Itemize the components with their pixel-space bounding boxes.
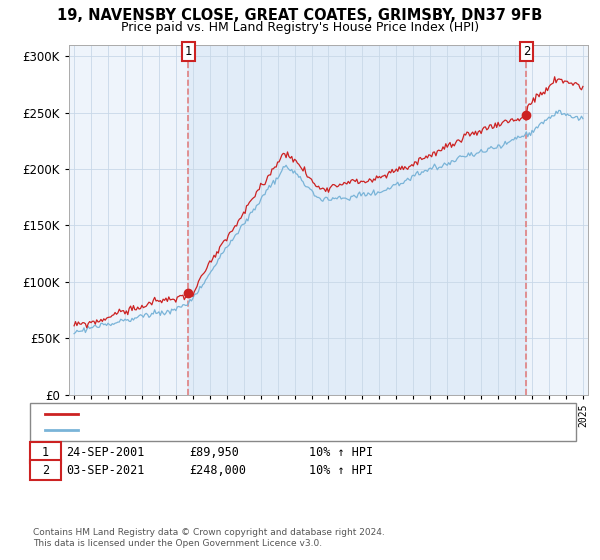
Text: HPI: Average price, detached house, North East Lincolnshire: HPI: Average price, detached house, Nort… xyxy=(84,425,413,435)
Text: Price paid vs. HM Land Registry's House Price Index (HPI): Price paid vs. HM Land Registry's House … xyxy=(121,21,479,34)
Text: 1: 1 xyxy=(184,45,192,58)
Text: 10% ↑ HPI: 10% ↑ HPI xyxy=(309,464,373,477)
Text: £89,950: £89,950 xyxy=(189,446,239,459)
Text: 2: 2 xyxy=(523,45,530,58)
Text: 24-SEP-2001: 24-SEP-2001 xyxy=(66,446,145,459)
Text: 19, NAVENSBY CLOSE, GREAT COATES, GRIMSBY, DN37 9FB: 19, NAVENSBY CLOSE, GREAT COATES, GRIMSB… xyxy=(58,8,542,24)
Text: 1: 1 xyxy=(42,446,49,459)
Text: 2: 2 xyxy=(42,464,49,477)
Text: 03-SEP-2021: 03-SEP-2021 xyxy=(66,464,145,477)
Text: Contains HM Land Registry data © Crown copyright and database right 2024.
This d: Contains HM Land Registry data © Crown c… xyxy=(33,528,385,548)
Text: 19, NAVENSBY CLOSE, GREAT COATES, GRIMSBY, DN37 9FB (detached house): 19, NAVENSBY CLOSE, GREAT COATES, GRIMSB… xyxy=(84,409,509,419)
Bar xyxy=(188,45,526,395)
Text: 10% ↑ HPI: 10% ↑ HPI xyxy=(309,446,373,459)
Text: £248,000: £248,000 xyxy=(189,464,246,477)
